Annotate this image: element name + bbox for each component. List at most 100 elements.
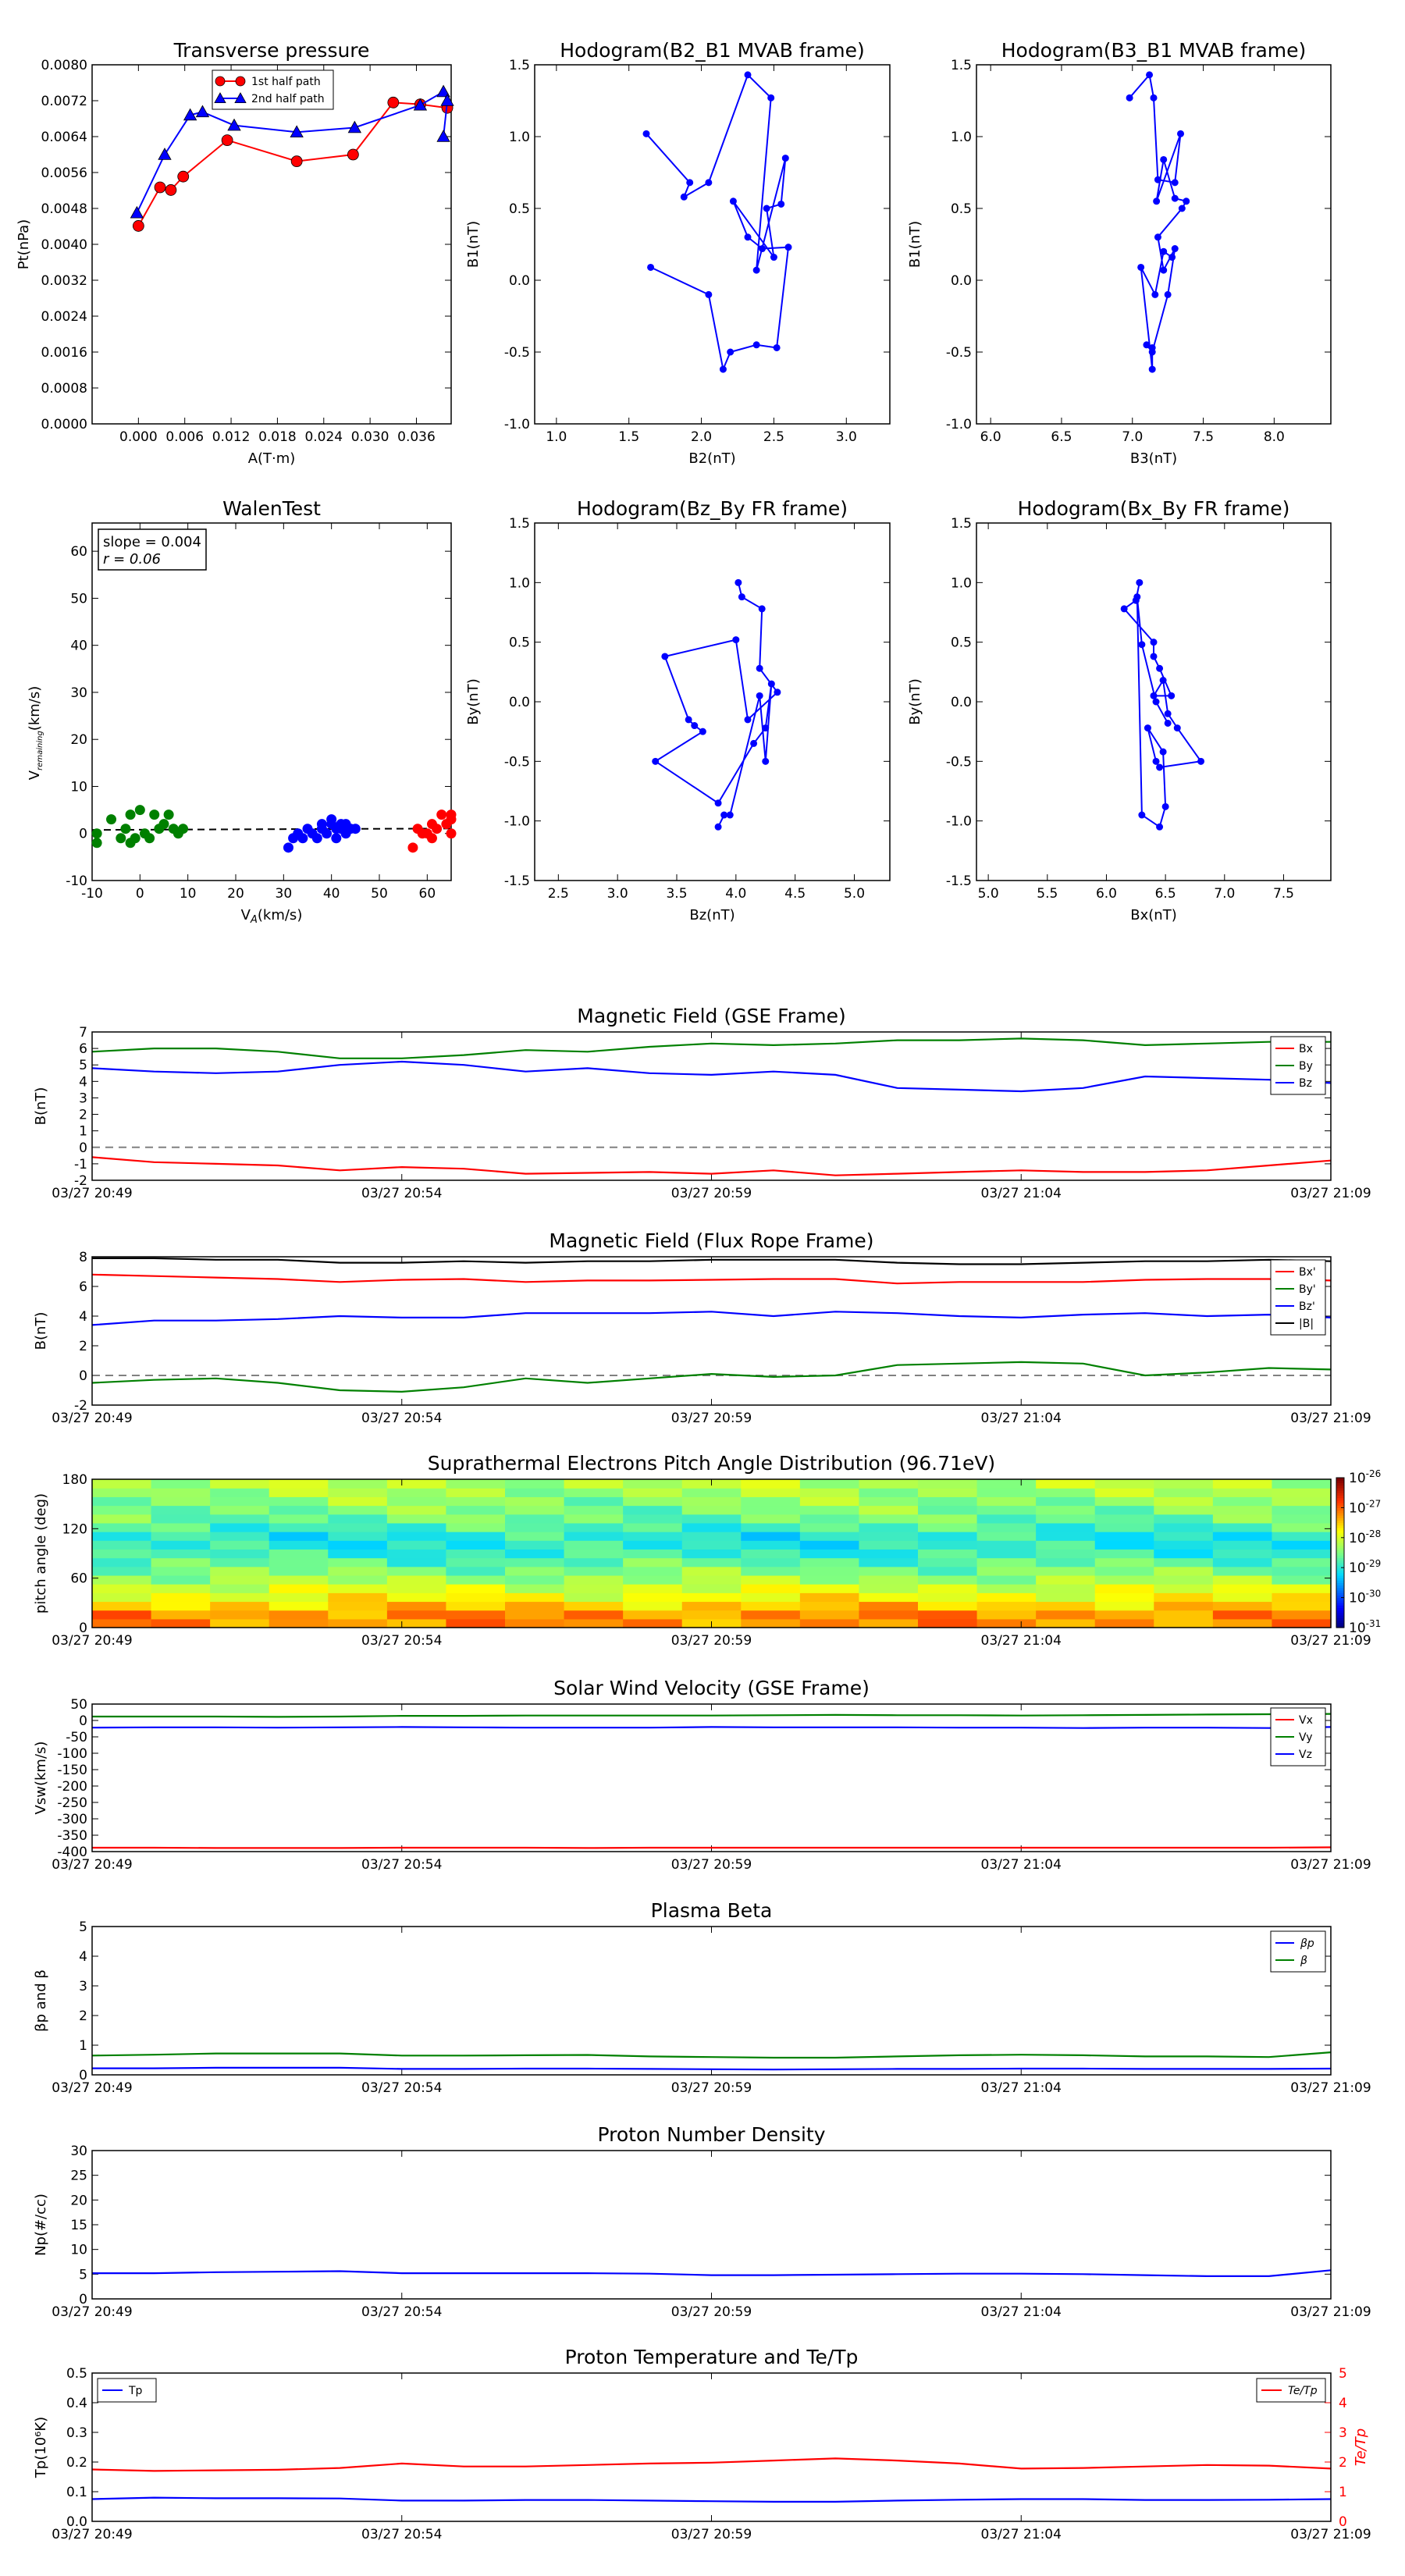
pad-cell xyxy=(1212,1540,1273,1550)
walen-point xyxy=(331,833,342,844)
walen-ytick-label: -10 xyxy=(66,873,87,889)
np-ytick-label: 25 xyxy=(70,2169,87,2184)
pad-cell xyxy=(1154,1549,1214,1559)
tp-ytick-label: 0.0048 xyxy=(41,201,87,217)
bgse-ytick-label: -1 xyxy=(74,1157,87,1172)
hodo3-ytick-label: -1.5 xyxy=(504,873,530,889)
beta-time-label: 03/27 20:59 xyxy=(671,2080,752,2096)
pad-colorbar-cell xyxy=(1336,1585,1344,1589)
hodo1-point xyxy=(777,200,785,208)
pad-colorbar-cell xyxy=(1336,1485,1344,1489)
bfr-series-By' xyxy=(91,1361,1332,1393)
pad-colorbar-cell xyxy=(1336,1490,1344,1493)
hodo4-xtick-label: 5.5 xyxy=(1037,886,1058,902)
np-ytick-label: 15 xyxy=(70,2218,87,2233)
pad-cell xyxy=(1212,1618,1273,1628)
pad-cell xyxy=(799,1505,860,1515)
pad-cell xyxy=(1094,1488,1154,1497)
hodo4-title: Hodogram(Bx_By FR frame) xyxy=(1018,497,1290,520)
hodo2-point xyxy=(1148,365,1156,373)
pad-cell xyxy=(92,1532,152,1541)
pad-cell xyxy=(210,1488,270,1497)
pad-cell xyxy=(918,1610,978,1620)
pad-cell xyxy=(328,1592,388,1603)
tproton-time-label: 03/27 20:59 xyxy=(671,2527,752,2542)
walen-annotation-box xyxy=(98,528,207,571)
pad-cell xyxy=(1154,1479,1214,1489)
pad-cell xyxy=(269,1610,329,1620)
bfr-legend-label: By' xyxy=(1299,1283,1316,1296)
pad-cell xyxy=(269,1496,329,1507)
np-ytick-label: 20 xyxy=(70,2193,87,2208)
tp-legend-label: 1st half path xyxy=(251,76,321,88)
pad-cell xyxy=(92,1522,152,1532)
tproton-ytick-label: 0.4 xyxy=(66,2396,87,2411)
pad-colorbar-cell xyxy=(1336,1522,1344,1526)
pad-cell xyxy=(446,1514,506,1524)
pad-cell xyxy=(799,1479,860,1489)
pad-colorbar-cell xyxy=(1336,1487,1344,1491)
pad-cell xyxy=(741,1496,801,1507)
pad-cell xyxy=(681,1601,742,1611)
pad-cell xyxy=(918,1618,978,1628)
hodo1-ytick-label: -1.0 xyxy=(504,417,530,432)
pad-cell xyxy=(623,1584,683,1593)
pad-cell xyxy=(918,1514,978,1524)
pad-cell xyxy=(92,1592,152,1603)
pad-cell xyxy=(1272,1601,1332,1611)
bgse-series-Bx xyxy=(91,1156,1332,1176)
pad-cell xyxy=(210,1584,270,1593)
pad-cell xyxy=(1272,1584,1332,1593)
hodo1-point xyxy=(767,94,775,101)
hodo2-point xyxy=(1168,254,1176,262)
hodo4-xtick-label: 6.0 xyxy=(1096,886,1117,902)
pad-cell xyxy=(328,1532,388,1541)
hodo2-point xyxy=(1178,205,1186,212)
vsw-title: Solar Wind Velocity (GSE Frame) xyxy=(553,1677,870,1699)
pad-cell xyxy=(92,1584,152,1593)
hodo3-point xyxy=(767,680,775,688)
hodo1-point xyxy=(686,179,694,187)
pad-cell xyxy=(151,1522,211,1532)
pad-cell xyxy=(741,1505,801,1515)
pad-cell xyxy=(92,1488,152,1497)
pad-cell xyxy=(859,1540,919,1550)
pad-cell xyxy=(623,1574,683,1585)
pad-cell xyxy=(1272,1566,1332,1576)
hodo2-point xyxy=(1150,94,1158,101)
pad-cell xyxy=(918,1540,978,1550)
pad-colorbar-cell xyxy=(1336,1624,1344,1628)
pad-cell xyxy=(210,1532,270,1541)
pad-cell xyxy=(505,1618,565,1628)
pad-cell xyxy=(92,1557,152,1567)
pad-colorbar-cell xyxy=(1336,1532,1344,1536)
hodo1-point xyxy=(752,341,760,349)
hodo2-point xyxy=(1160,155,1168,163)
pad-cell xyxy=(681,1532,742,1541)
pad-cell xyxy=(386,1584,447,1593)
tp-point xyxy=(290,155,303,168)
walen-xtick-label: 0 xyxy=(136,886,144,902)
hodo3-point xyxy=(762,757,770,765)
beta-time-label: 03/27 21:09 xyxy=(1290,2080,1371,2096)
pad-colorbar-label: 10-31 xyxy=(1349,1618,1381,1636)
pad-cell xyxy=(1212,1601,1273,1611)
pad-cell xyxy=(976,1522,1037,1532)
pad-cell xyxy=(269,1540,329,1550)
pad-cell xyxy=(1154,1488,1214,1497)
pad-cell xyxy=(681,1488,742,1497)
hodo4-xtick-label: 5.0 xyxy=(978,886,999,902)
pad-colorbar-cell xyxy=(1336,1478,1344,1481)
pad-cell xyxy=(151,1488,211,1497)
hodo2-point xyxy=(1160,247,1168,255)
tp-point xyxy=(130,205,144,219)
pad-cell xyxy=(151,1618,211,1628)
pad-cell xyxy=(1036,1540,1096,1550)
hodo4-point xyxy=(1156,823,1164,831)
pad-cell xyxy=(505,1505,565,1515)
pad-cell xyxy=(1094,1496,1154,1507)
pad-cell xyxy=(1212,1496,1273,1507)
pad-cell xyxy=(976,1532,1037,1541)
tproton-y2tick-label: 5 xyxy=(1339,2366,1347,2382)
pad-cell xyxy=(328,1566,388,1576)
